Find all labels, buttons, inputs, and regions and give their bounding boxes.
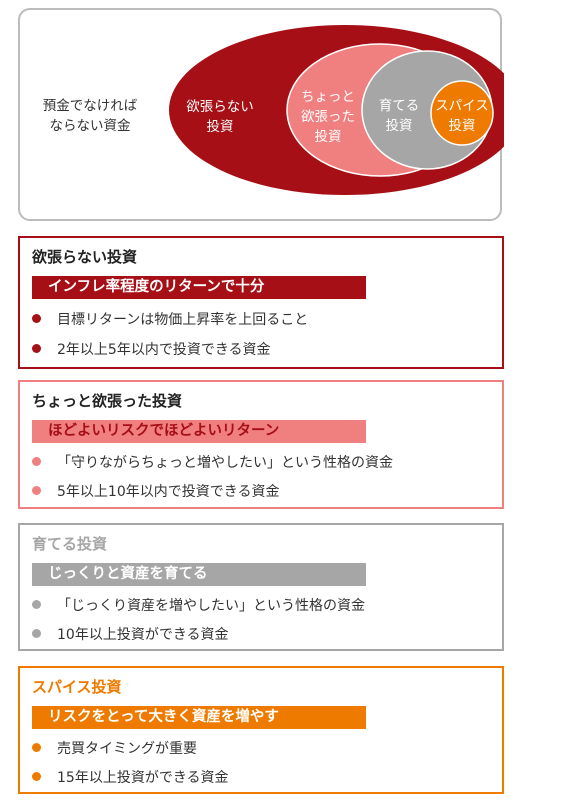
card-conservative: 欲張らない投資 インフレ率程度のリターンで十分 目標リターンは物価上昇率を上回る… [18,236,504,369]
bullet-icon [32,629,41,638]
list-item: 「守りながらちょっと増やしたい」という性格の資金 [32,454,393,472]
card-banner: インフレ率程度のリターンで十分 [32,276,366,299]
bullet-icon [32,314,41,323]
gray-label: 育てる 投資 [378,98,420,134]
orange-ellipse [430,80,494,146]
card-spice: スパイス投資 リスクをとって大きく資産を増やす 売買タイミングが重要 15年以上… [18,666,504,794]
pink-label: ちょっと 欲張った 投資 [301,89,355,145]
card-title: 欲張らない投資 [32,248,138,266]
bullet-icon [32,344,41,353]
venn-shapes [169,25,504,195]
card-title: スパイス投資 [32,678,122,696]
card-growth: 育てる投資 じっくりと資産を育てる 「じっくり資産を増やしたい」という性格の資金… [18,523,504,651]
card-moderate: ちょっと欲張った投資 ほどよいリスクでほどよいリターン 「守りながらちょっと増や… [18,380,504,509]
card-banner: ほどよいリスクでほどよいリターン [32,420,366,443]
bullet-icon [32,457,41,466]
list-item: 売買タイミングが重要 [32,740,197,758]
orange-label: スパイス 投資 [435,98,489,134]
bullet-icon [32,486,41,495]
red-label: 欲張らない 投資 [186,99,254,135]
bullet-icon [32,600,41,609]
list-item: 15年以上投資ができる資金 [32,769,229,787]
list-item: 目標リターンは物価上昇率を上回ること [32,311,308,329]
list-item: 5年以上10年以内で投資できる資金 [32,483,279,501]
card-title: 育てる投資 [32,535,108,553]
bullet-icon [32,743,41,752]
venn-diagram: 預金でなければ ならない資金 欲張らない 投資 ちょっと 欲張った 投資 育てる… [18,8,504,221]
list-item: 「じっくり資産を増やしたい」という性格の資金 [32,597,365,615]
bullet-icon [32,772,41,781]
list-item: 10年以上投資ができる資金 [32,626,229,644]
list-item: 2年以上5年以内で投資できる資金 [32,341,271,359]
card-banner: じっくりと資産を育てる [32,563,366,586]
card-banner: リスクをとって大きく資産を増やす [32,706,366,729]
card-title: ちょっと欲張った投資 [32,392,183,410]
outer-label: 預金でなければ ならない資金 [42,98,138,134]
